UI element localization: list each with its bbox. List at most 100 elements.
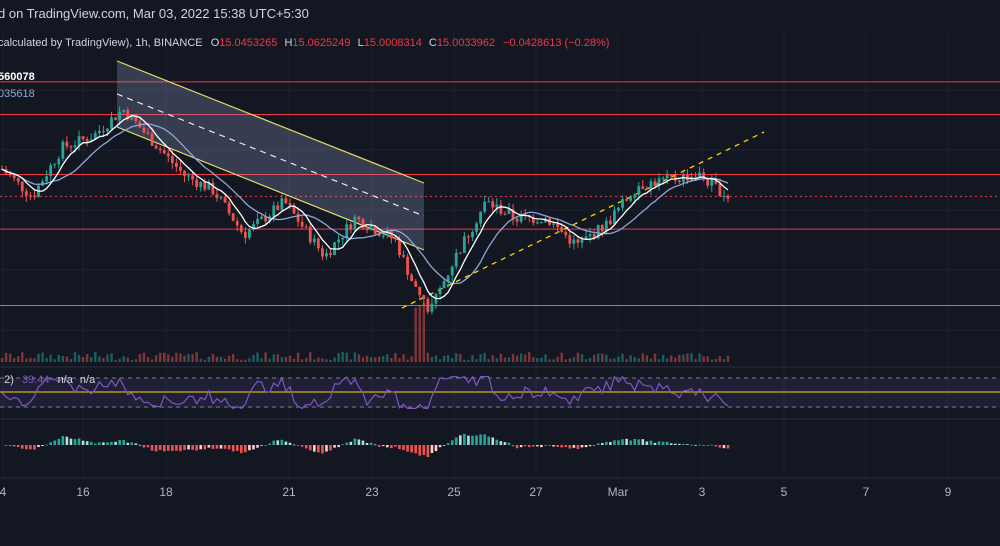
volume-bar (272, 354, 275, 362)
candle-body (552, 223, 555, 225)
time-axis[interactable]: 4 16 18 21 23 25 27 Mar 3 5 7 9 (0, 485, 952, 499)
candle-body (8, 173, 12, 176)
volume-bar (199, 358, 202, 362)
histogram-bar (653, 442, 657, 445)
candle-body (645, 188, 649, 190)
histogram-bar (556, 445, 559, 447)
volume-bar (540, 357, 543, 362)
volume-bar (292, 358, 296, 362)
volume-bar (37, 353, 40, 362)
candle-body (479, 211, 482, 224)
volume-bar (588, 357, 592, 362)
histogram-bar (171, 445, 174, 451)
candle-body (414, 281, 418, 287)
histogram-bar (584, 445, 588, 448)
volume-bar (726, 355, 730, 362)
volume-bar (438, 359, 442, 362)
volume-bar (479, 354, 482, 362)
volume-bar (142, 352, 146, 362)
candle-body (170, 156, 174, 163)
histogram-bar (450, 440, 454, 445)
volume-bar (519, 353, 523, 362)
ma-fast-legend-value: 560078 (0, 71, 35, 83)
close-label: C (429, 37, 437, 49)
volume-bar (337, 353, 340, 362)
descending-channel[interactable] (116, 60, 425, 251)
histogram-bar (110, 441, 113, 445)
volume-bar (459, 354, 462, 362)
candle-body (357, 216, 361, 220)
histogram-bar (629, 440, 632, 445)
histogram-bar (337, 445, 340, 448)
volume-bar (73, 352, 77, 362)
candle-body (665, 174, 669, 179)
candle-body (308, 226, 312, 243)
volume-bar (223, 358, 227, 362)
volume-bar (211, 354, 215, 362)
histogram-bar (714, 445, 718, 447)
histogram-bar (402, 445, 405, 450)
histogram-bar (93, 443, 97, 445)
volume-bar (377, 356, 381, 362)
volume-bar (268, 358, 271, 362)
volume-bar (276, 354, 279, 362)
volume-bar (94, 352, 97, 362)
high-label: H (284, 37, 292, 49)
histogram-bar (690, 444, 693, 446)
volume-bar (167, 354, 170, 362)
histogram-bar (231, 445, 235, 452)
histogram-bar (191, 445, 194, 450)
volume-bar (118, 358, 121, 362)
volume-bar (252, 354, 255, 362)
volume-bar (236, 359, 239, 362)
time-axis-label: 23 (365, 485, 379, 499)
histogram-bar (329, 445, 332, 451)
volume-bar (661, 354, 665, 362)
candle-body (454, 252, 458, 267)
volume-bars (0, 302, 730, 362)
volume-bar (231, 354, 235, 362)
histogram-bar (65, 436, 69, 445)
candle-body (698, 172, 702, 178)
ascending-trendline[interactable] (401, 131, 765, 309)
histogram-bar (710, 444, 714, 446)
candle-body (613, 210, 616, 225)
histogram-bar (256, 445, 259, 448)
candle-body (211, 182, 215, 195)
histogram-bar (304, 445, 308, 449)
volume-bar (175, 352, 178, 362)
volume-bar (507, 357, 511, 362)
candle-body (535, 222, 539, 224)
volume-bar (503, 357, 507, 362)
candle-body (722, 195, 726, 197)
candle-body (235, 220, 239, 226)
candle-body (349, 224, 353, 230)
volume-bar (81, 357, 85, 362)
histogram-bar (211, 445, 215, 449)
candle-body (304, 226, 308, 228)
volume-bar (171, 356, 174, 362)
channel-upper-line[interactable] (116, 60, 425, 184)
histogram-bar (179, 445, 182, 452)
volume-bar (195, 352, 198, 362)
candle-body (657, 178, 661, 187)
histogram-bar (479, 434, 482, 445)
histogram-bar (61, 436, 65, 445)
candle-body (669, 174, 673, 177)
candle-body (588, 234, 592, 237)
candle-body (641, 186, 645, 189)
histogram-bar (219, 445, 223, 449)
volume-bar (154, 355, 158, 362)
candle-body (580, 239, 584, 243)
volume-bar (418, 304, 421, 362)
histogram-bar (430, 445, 434, 454)
symbol-info: calculated by TradingView), 1h, BINANCE (0, 37, 203, 49)
volume-bar (601, 353, 604, 362)
volume-bar (528, 352, 531, 362)
candle-body (556, 223, 560, 228)
histogram-bar (57, 438, 61, 445)
histogram-bar (523, 445, 527, 447)
volume-bar (240, 359, 243, 362)
